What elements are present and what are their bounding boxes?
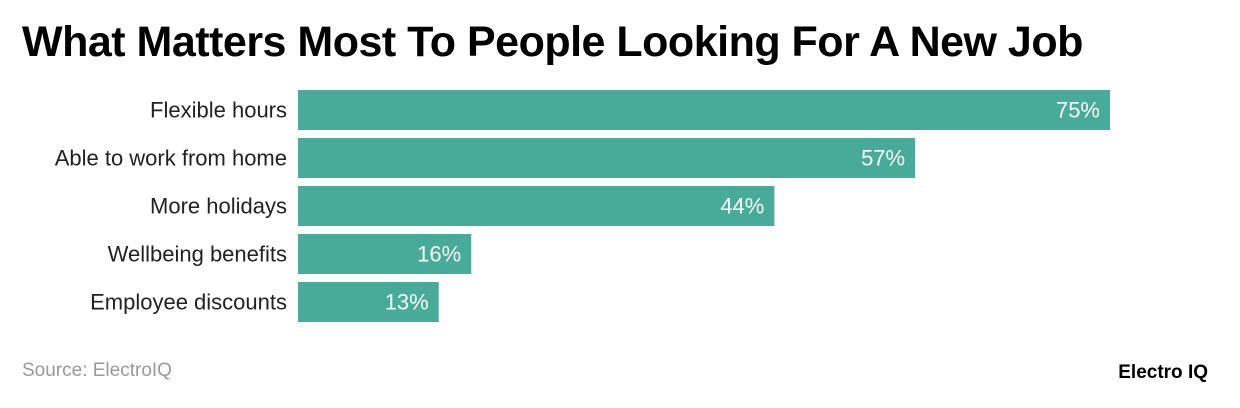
bar-chart: Flexible hours 75% Able to work from home 5… xyxy=(55,90,1110,322)
category-label-0: Flexible hours xyxy=(150,98,287,123)
category-label-2: More holidays xyxy=(150,194,287,219)
chart-title: What Matters Most To People Looking For … xyxy=(22,18,1083,66)
brand-logo: Electro IQ xyxy=(1118,362,1208,383)
bars-group: Flexible hours 75% Able to work from home 5… xyxy=(55,90,1110,322)
value-label-2: 44% xyxy=(720,194,764,219)
value-label-0: 75% xyxy=(1056,98,1100,123)
bar-0 xyxy=(298,90,1110,130)
bar-3 xyxy=(298,234,472,274)
category-label-1: Able to work from home xyxy=(55,146,287,171)
bar-2 xyxy=(298,186,775,226)
value-label-4: 13% xyxy=(385,290,429,315)
bar-4 xyxy=(298,282,439,322)
value-label-3: 16% xyxy=(417,242,461,267)
category-label-3: Wellbeing benefits xyxy=(108,242,287,267)
source-note: Source: ElectroIQ xyxy=(22,360,172,381)
category-label-4: Employee discounts xyxy=(90,290,287,315)
value-label-1: 57% xyxy=(861,146,905,171)
bar-1 xyxy=(298,138,916,178)
